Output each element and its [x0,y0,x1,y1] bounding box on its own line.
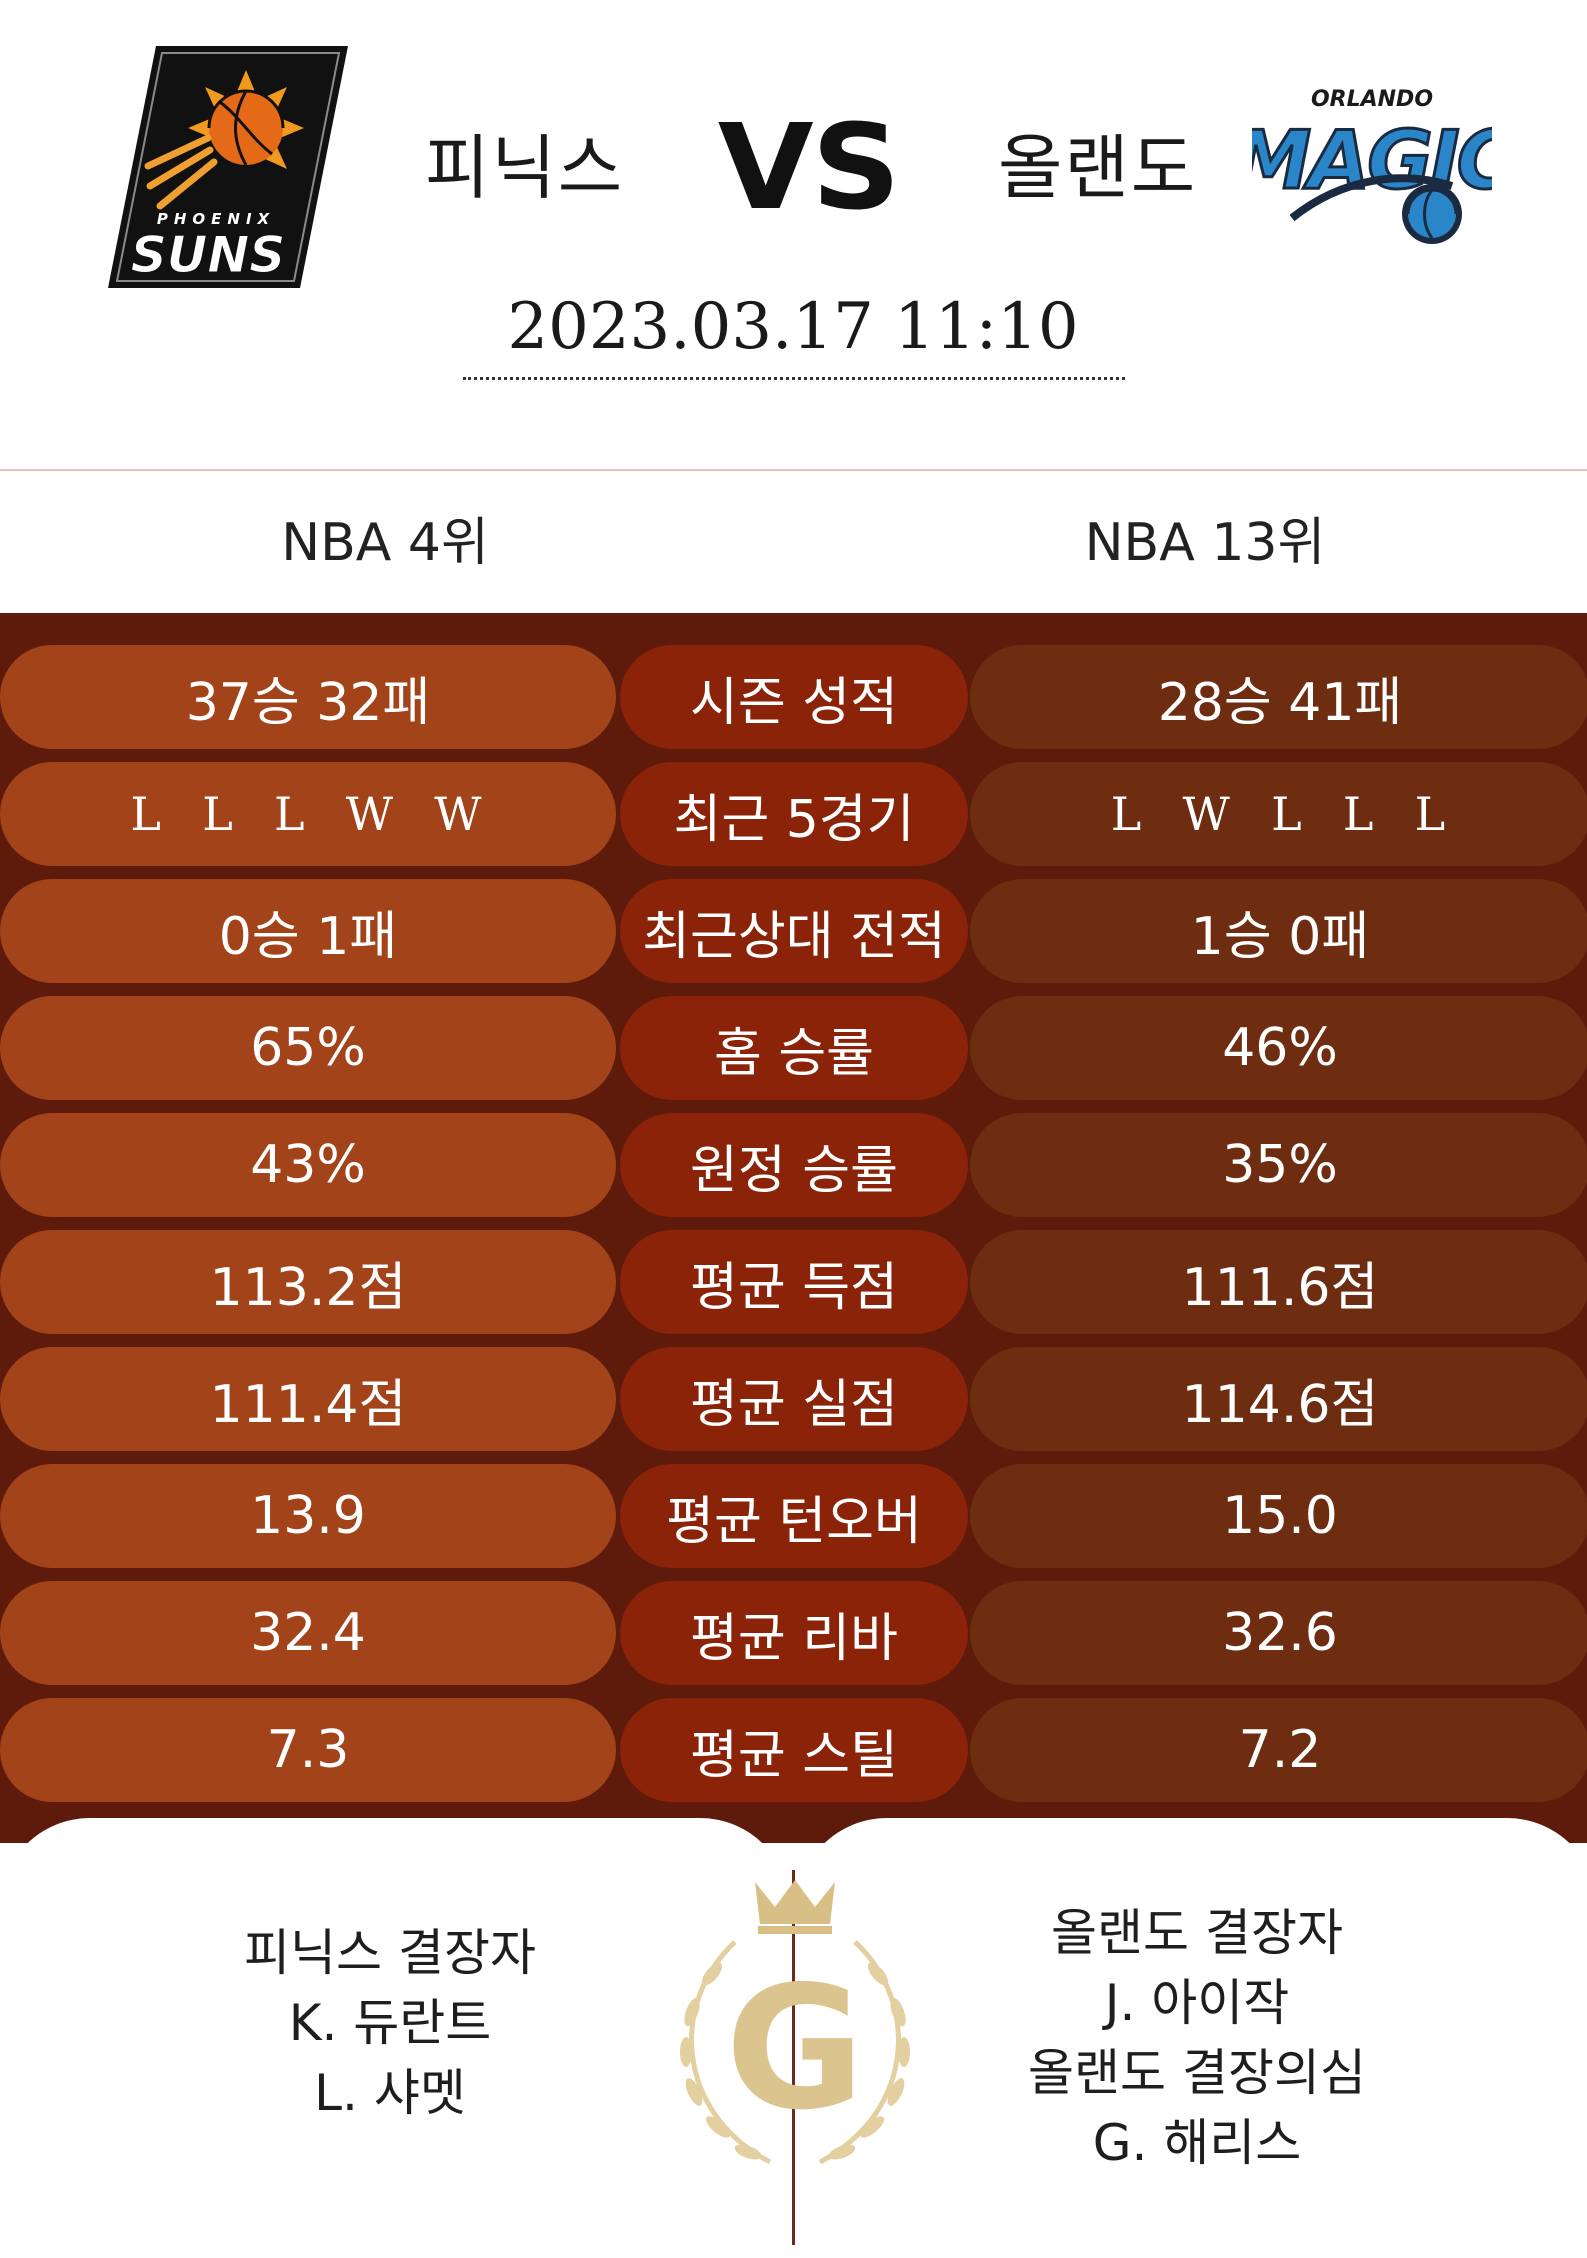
away-team-name: 올랜도 [998,127,1198,209]
home-rank: NBA 4위 [281,513,489,573]
away-injury-player: J. 아이작 [1104,1974,1290,2032]
away-stat-value: 1승 0패 [970,879,1587,983]
home-stat-value: L L L W W [0,762,616,866]
home-stat-value: 7.3 [0,1698,616,1802]
stat-label: 시즌 성적 [620,645,968,749]
away-stat-value: 32.6 [970,1581,1587,1685]
away-rank: NBA 13위 [1084,513,1326,573]
stat-label: 평균 턴오버 [620,1464,968,1568]
home-injury-player: K. 듀란트 [288,1994,492,2052]
home-stat-value: 65% [0,996,616,1100]
card-divider [792,1870,795,2245]
away-stat-value: 15.0 [970,1464,1587,1568]
away-stat-value: 35% [970,1113,1587,1217]
magic-logo-top-text: ORLANDO [1311,87,1433,112]
home-stat-value: 37승 32패 [0,645,616,749]
away-doubtful-title: 올랜도 결장의심 [1028,2044,1366,2102]
home-stat-value: 43% [0,1113,616,1217]
home-injury-title: 피닉스 결장자 [244,1924,536,1982]
stat-row: 7.3 평균 스틸 7.2 [0,1698,1587,1802]
game-datetime: 2023.03.17 11:10 [507,290,1079,364]
home-stat-value: 0승 1패 [0,879,616,983]
away-doubtful-player: G. 해리스 [1092,2114,1302,2172]
stat-row: 32.4 평균 리바 32.6 [0,1581,1587,1685]
suns-logo-main-text: SUNS [131,226,285,284]
orlando-magic-logo: ORLANDO MAGIC [1252,87,1492,244]
home-stat-value: 13.9 [0,1464,616,1568]
away-stat-value: 28승 41패 [970,645,1587,749]
stats-table: 37승 32패 시즌 성적 28승 41패 L L L W W 최근 5경기 L… [0,613,1587,1843]
phoenix-suns-logo: PHOENIX SUNS [108,46,348,288]
stat-row: 0승 1패 최근상대 전적 1승 0패 [0,879,1587,983]
stat-row: 111.4점 평균 실점 114.6점 [0,1347,1587,1451]
away-stat-value: L W L L L [970,762,1587,866]
rank-divider [0,469,1587,471]
stat-label: 평균 실점 [620,1347,968,1451]
stat-row: 13.9 평균 턴오버 15.0 [0,1464,1587,1568]
stat-label: 평균 스틸 [620,1698,968,1802]
suns-logo-top-text: PHOENIX [157,210,275,228]
away-stat-value: 7.2 [970,1698,1587,1802]
away-stat-value: 111.6점 [970,1230,1587,1334]
home-stat-value: 111.4점 [0,1347,616,1451]
stat-label: 원정 승률 [620,1113,968,1217]
stat-label: 홈 승률 [620,996,968,1100]
home-injury-player: L. 샤멧 [314,2064,466,2122]
stat-row: 65% 홈 승률 46% [0,996,1587,1100]
away-stat-value: 114.6점 [970,1347,1587,1451]
stat-row: L L L W W 최근 5경기 L W L L L [0,762,1587,866]
stat-row: 43% 원정 승률 35% [0,1113,1587,1217]
home-injury-card: 피닉스 결장자 K. 듀란트 L. 샤멧 [0,1818,790,2258]
stat-row: 37승 32패 시즌 성적 28승 41패 [0,645,1587,749]
stat-label: 평균 리바 [620,1581,968,1685]
stat-label: 최근 5경기 [620,762,968,866]
home-team-name: 피닉스 [425,127,625,209]
home-stat-value: 32.4 [0,1581,616,1685]
stat-row: 113.2점 평균 득점 111.6점 [0,1230,1587,1334]
home-injury-list: 피닉스 결장자 K. 듀란트 L. 샤멧 [130,1918,650,2128]
vs-label: VS [717,98,901,236]
home-stat-value: 113.2점 [0,1230,616,1334]
crown-laurel-emblem: G [680,1880,910,2165]
away-injury-card: 올랜도 결장자 J. 아이작 올랜도 결장의심 G. 해리스 [797,1818,1587,2258]
stat-label: 평균 득점 [620,1230,968,1334]
away-stat-value: 46% [970,996,1587,1100]
emblem-letter: G [725,1950,865,2148]
away-injury-title: 올랜도 결장자 [1051,1904,1343,1962]
datetime-underline [463,377,1125,380]
stat-label: 최근상대 전적 [620,879,968,983]
away-injury-list: 올랜도 결장자 J. 아이작 올랜도 결장의심 G. 해리스 [937,1898,1457,2178]
magic-logo-main-text: MAGIC [1252,114,1492,207]
